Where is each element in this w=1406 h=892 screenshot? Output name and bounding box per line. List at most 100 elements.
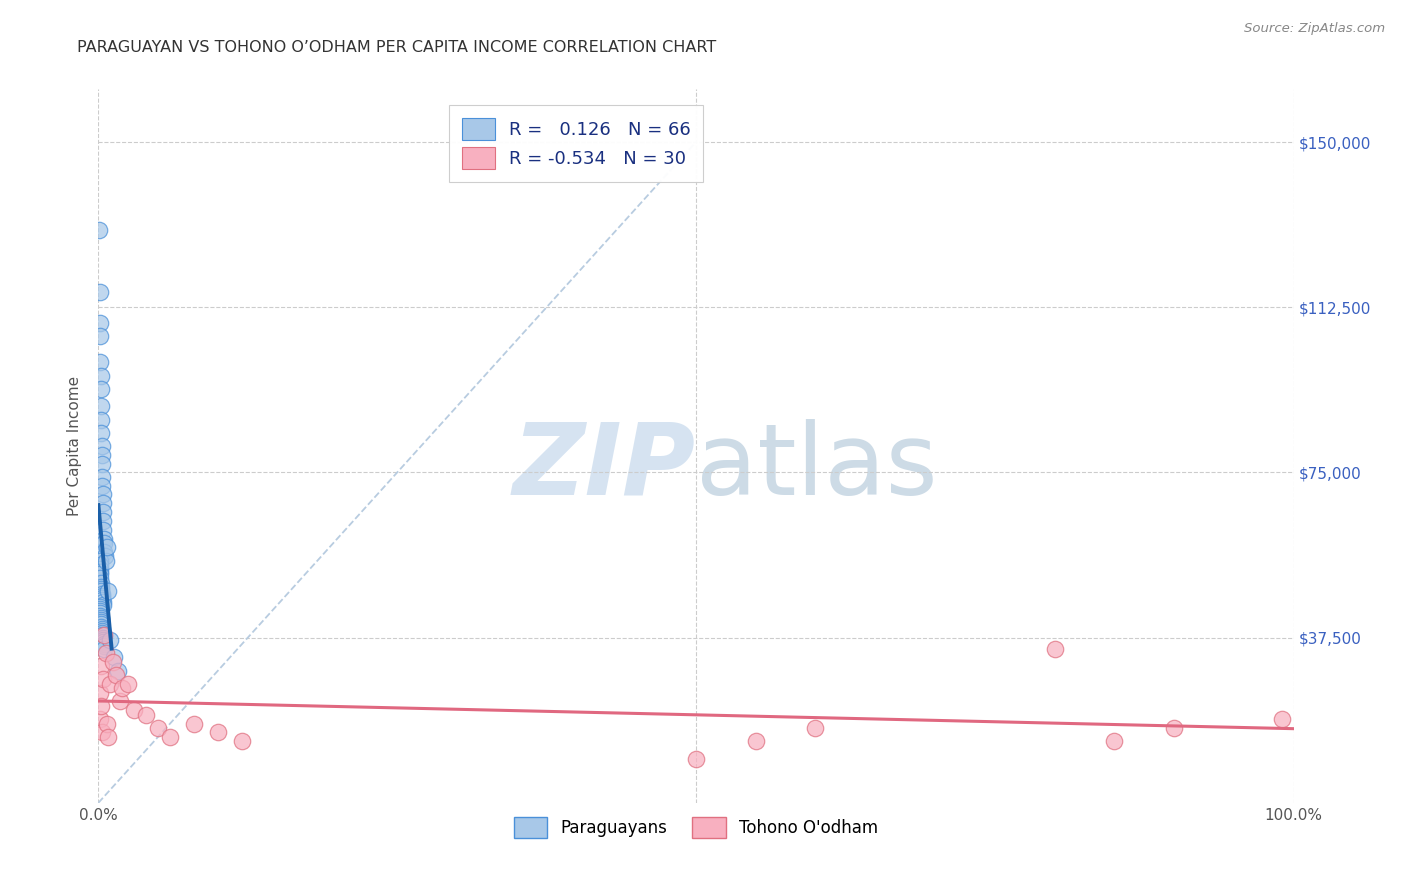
Point	[89, 686, 111, 700]
Point	[90, 412, 112, 426]
Point	[159, 730, 181, 744]
Point	[90, 617, 112, 632]
Point	[87, 223, 110, 237]
Point	[91, 595, 114, 609]
Point	[91, 514, 114, 528]
Point	[90, 615, 112, 630]
Point	[89, 285, 111, 299]
Legend: Paraguayans, Tohono O'odham: Paraguayans, Tohono O'odham	[508, 811, 884, 845]
Point	[124, 703, 146, 717]
Point	[117, 677, 139, 691]
Point	[96, 553, 118, 567]
Point	[89, 604, 111, 618]
Point	[91, 593, 114, 607]
Point	[90, 400, 112, 414]
Point	[91, 586, 114, 600]
Point	[91, 523, 114, 537]
Point	[90, 619, 112, 633]
Point	[231, 734, 253, 748]
Point	[91, 487, 114, 501]
Point	[108, 694, 131, 708]
Point	[89, 565, 111, 579]
Point	[91, 626, 114, 640]
Point	[94, 646, 117, 660]
Y-axis label: Per Capita Income: Per Capita Income	[67, 376, 83, 516]
Point	[98, 677, 122, 691]
Point	[93, 532, 115, 546]
Point	[90, 611, 112, 625]
Point	[89, 571, 111, 585]
Point	[91, 635, 114, 649]
Point	[93, 640, 115, 654]
Point	[148, 721, 170, 735]
Text: PARAGUAYAN VS TOHONO O’ODHAM PER CAPITA INCOME CORRELATION CHART: PARAGUAYAN VS TOHONO O’ODHAM PER CAPITA …	[77, 40, 717, 55]
Point	[183, 716, 205, 731]
Point	[89, 602, 111, 616]
Point	[90, 584, 112, 599]
Point	[89, 562, 111, 576]
Point	[1104, 734, 1126, 748]
Point	[91, 622, 114, 636]
Point	[91, 496, 114, 510]
Text: atlas: atlas	[696, 419, 938, 516]
Point	[89, 599, 111, 614]
Point	[94, 549, 117, 563]
Point	[91, 591, 114, 605]
Point	[1271, 712, 1294, 726]
Point	[135, 707, 157, 722]
Point	[89, 607, 111, 621]
Point	[103, 650, 125, 665]
Point	[745, 734, 768, 748]
Point	[89, 558, 111, 572]
Point	[111, 681, 134, 696]
Text: Source: ZipAtlas.com: Source: ZipAtlas.com	[1244, 22, 1385, 36]
Text: ZIP: ZIP	[513, 419, 696, 516]
Point	[90, 613, 112, 627]
Point	[97, 730, 120, 744]
Point	[91, 505, 114, 519]
Point	[90, 659, 112, 673]
Point	[89, 355, 111, 369]
Point	[89, 329, 111, 343]
Point	[1163, 721, 1185, 735]
Point	[90, 368, 112, 383]
Point	[89, 712, 111, 726]
Point	[105, 668, 128, 682]
Point	[91, 598, 114, 612]
Point	[90, 575, 112, 590]
Point	[89, 316, 111, 330]
Point	[91, 628, 114, 642]
Point	[93, 637, 115, 651]
Point	[1043, 641, 1066, 656]
Point	[91, 673, 114, 687]
Point	[90, 582, 112, 596]
Point	[90, 382, 112, 396]
Point	[91, 624, 114, 638]
Point	[91, 725, 114, 739]
Point	[91, 478, 114, 492]
Point	[89, 553, 111, 567]
Point	[93, 536, 115, 550]
Point	[101, 655, 124, 669]
Point	[91, 589, 114, 603]
Point	[91, 632, 114, 647]
Point	[93, 641, 115, 656]
Point	[685, 752, 707, 766]
Point	[89, 566, 111, 581]
Point	[98, 632, 122, 647]
Point	[91, 448, 114, 462]
Point	[91, 631, 114, 645]
Point	[91, 439, 114, 453]
Point	[107, 664, 129, 678]
Point	[90, 425, 112, 440]
Point	[804, 721, 827, 735]
Point	[96, 716, 118, 731]
Point	[97, 584, 120, 599]
Point	[96, 541, 118, 555]
Point	[93, 628, 115, 642]
Point	[207, 725, 229, 739]
Point	[91, 470, 114, 484]
Point	[93, 545, 115, 559]
Point	[90, 698, 112, 713]
Point	[90, 580, 112, 594]
